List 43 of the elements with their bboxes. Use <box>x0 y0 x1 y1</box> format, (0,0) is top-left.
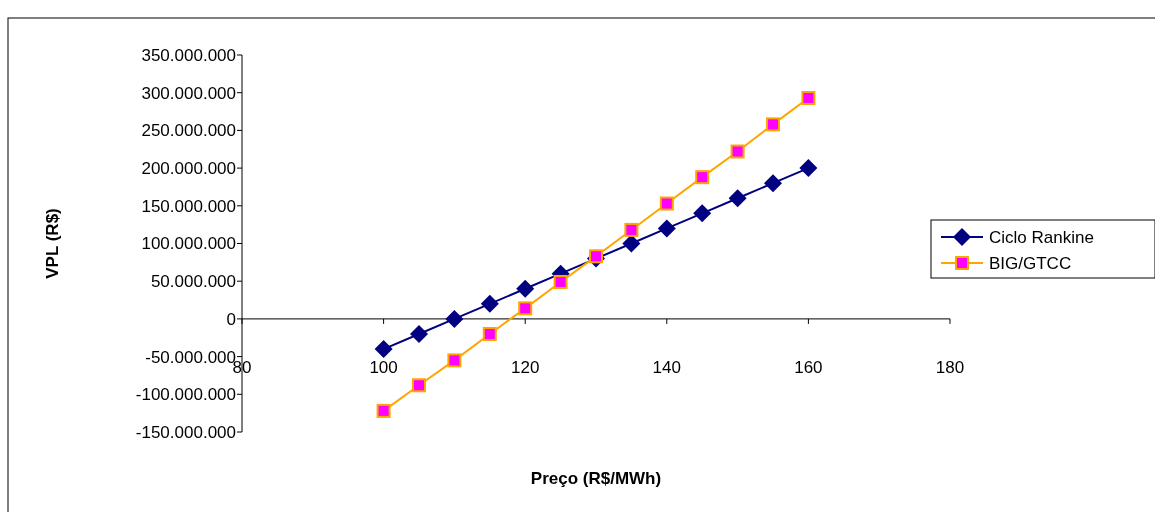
point <box>693 204 712 223</box>
x-tick-label: 120 <box>511 357 540 377</box>
y-tick-label: 100.000.000 <box>141 234 236 254</box>
y-tick-label: 300.000.000 <box>141 83 236 103</box>
y-tick-label: 350.000.000 <box>141 45 236 65</box>
y-tick-label: 250.000.000 <box>141 121 236 141</box>
point <box>659 196 674 211</box>
y-tick-label: -100.000.000 <box>135 385 236 405</box>
point <box>764 174 782 193</box>
point <box>445 309 464 328</box>
point <box>447 353 462 368</box>
point <box>730 144 745 159</box>
point <box>516 279 535 298</box>
point <box>374 340 393 359</box>
x-axis-title: Preço (R$/MWh) <box>530 469 662 488</box>
point <box>482 326 497 341</box>
y-tick-label: 200.000.000 <box>141 159 236 179</box>
legend-label: Ciclo Rankine <box>989 227 1094 247</box>
point <box>410 324 428 343</box>
point <box>553 274 568 289</box>
point <box>695 170 710 185</box>
x-tick-label: 100 <box>369 357 398 377</box>
y-tick-label: -150.000.000 <box>135 422 236 442</box>
x-tick-label: 160 <box>794 357 823 377</box>
point <box>766 117 780 132</box>
point <box>622 234 641 253</box>
y-tick-label: 50.000.000 <box>150 272 236 292</box>
point <box>799 159 818 178</box>
point <box>518 301 533 316</box>
y-tick-label: 150.000.000 <box>141 196 236 216</box>
point <box>412 378 426 393</box>
x-tick-label: 180 <box>935 357 965 377</box>
point <box>728 189 747 208</box>
point <box>480 294 499 313</box>
point <box>624 222 639 237</box>
legend-label: BIG/GTCC <box>989 253 1072 273</box>
y-tick-label: 0 <box>226 309 236 329</box>
point <box>657 219 676 238</box>
y-axis-title: VPL (R$) <box>43 208 62 279</box>
x-tick-label: 140 <box>652 357 681 377</box>
point <box>589 249 603 264</box>
point <box>801 90 816 105</box>
point <box>376 403 391 418</box>
